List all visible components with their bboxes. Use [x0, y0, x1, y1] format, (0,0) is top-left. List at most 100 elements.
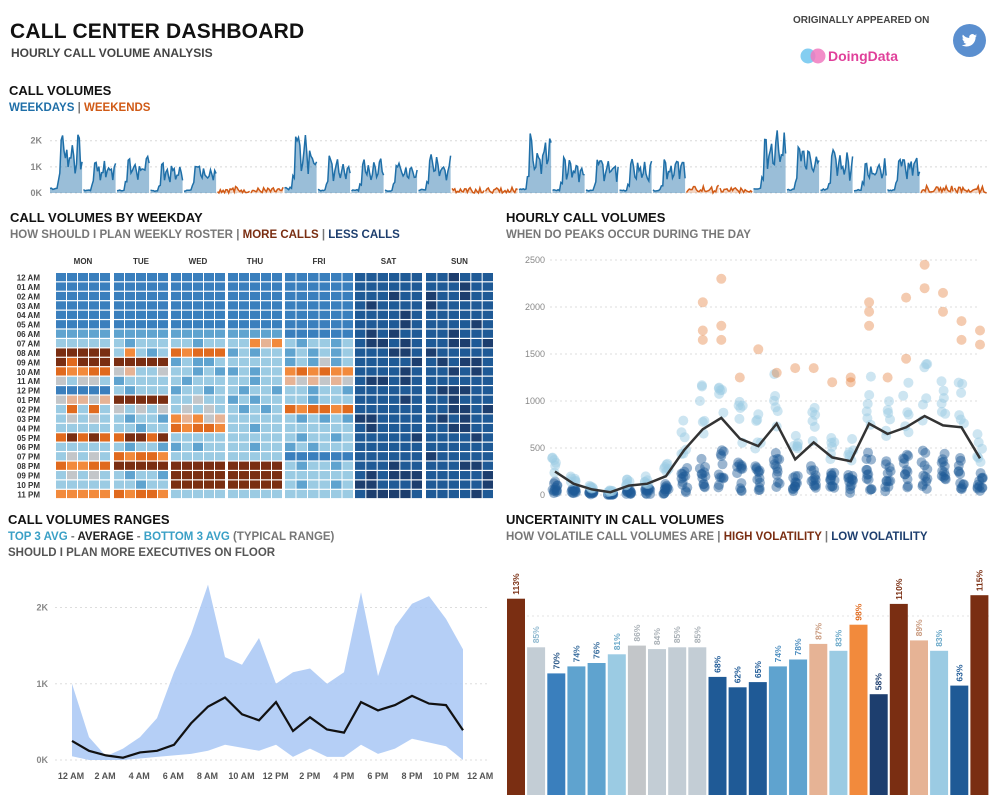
heatmap-cell: [285, 461, 296, 470]
heatmap-cell: [437, 395, 448, 404]
scatter-point: [569, 485, 580, 496]
ranges-x-tick: 8 PM: [401, 771, 422, 781]
heatmap-cell: [228, 395, 238, 404]
heatmap-cell: [471, 357, 482, 367]
heatmap-cell: [377, 480, 388, 489]
heatmap-cell: [136, 386, 146, 395]
heatmap-cell: [331, 423, 342, 433]
scatter-point: [862, 398, 873, 409]
heatmap-row-label: 09 PM: [17, 472, 40, 481]
scatter-point: [843, 449, 854, 460]
heatmap-cell: [471, 423, 482, 433]
heatmap-cell: [296, 301, 307, 310]
heatmap-cell: [331, 320, 342, 329]
heatmap-cell: [228, 339, 238, 348]
heatmap-cell: [89, 405, 99, 414]
uncertainty-bar-chart: 113% 85% 70% 74% 76% 81% 86% 84% 85% 85% 68% 62% 65%…: [507, 569, 990, 795]
heatmap-cell: [285, 357, 296, 367]
scatter-point: [552, 480, 563, 491]
scatter-point: [846, 480, 857, 491]
bottom3-legend[interactable]: BOTTOM 3 AVG: [143, 531, 230, 543]
heatmap-cell: [89, 310, 99, 319]
heatmap-cell: [261, 329, 271, 338]
average-legend[interactable]: AVERAGE: [77, 531, 134, 543]
heatmap-cell: [448, 395, 459, 404]
heatmap-cell: [296, 339, 307, 348]
heatmap-cell: [158, 442, 168, 451]
heatmap-cell: [193, 423, 203, 433]
heatmap-cell: [193, 348, 203, 357]
more-calls-legend[interactable]: MORE CALLS: [242, 229, 319, 241]
heatmap-cell: [460, 329, 471, 338]
top3-legend[interactable]: TOP 3 AVG: [8, 531, 68, 543]
scatter-point: [826, 468, 837, 479]
heatmap-cell: [250, 273, 260, 282]
weekdays-legend[interactable]: WEEKDAYS: [9, 102, 75, 114]
heatmap-cell: [67, 348, 77, 357]
heatmap-cell: [296, 273, 307, 282]
heatmap-cell: [125, 291, 135, 301]
heatmap-cell: [261, 291, 271, 301]
heatmap-cell: [261, 376, 271, 385]
scatter-point: [940, 474, 951, 485]
scatter-point: [771, 469, 782, 480]
heatmap-cell: [136, 348, 146, 357]
uncertainty-bar: [970, 595, 989, 795]
heatmap-cell: [389, 357, 400, 367]
uncertainty-bar-label: 74%: [571, 645, 581, 662]
timeline-day-line: [853, 158, 887, 192]
heatmap-cell: [171, 471, 181, 480]
heatmap-cell: [460, 367, 471, 376]
heatmap-cell: [261, 282, 271, 291]
heatmap-cell: [125, 348, 135, 357]
doingdata-brand[interactable]: DoingData: [828, 48, 898, 64]
high-volatility-legend[interactable]: HIGH VOLATILITY: [723, 531, 822, 543]
scatter-point: [788, 486, 799, 497]
scatter-point: [678, 415, 689, 426]
heatmap-cell: [460, 414, 471, 423]
scatter-point: [937, 454, 948, 465]
heatmap-cell: [182, 291, 192, 301]
scatter-point: [809, 481, 820, 492]
heatmap-cell: [215, 461, 225, 470]
heatmap-cell: [400, 273, 411, 282]
heatmap-cell: [331, 414, 342, 423]
heatmap-cell: [426, 423, 437, 433]
heatmap-cell: [239, 433, 249, 442]
heatmap-cell: [147, 310, 157, 319]
ranges-x-tick: 4 AM: [129, 771, 150, 781]
heatmap-cell: [215, 489, 225, 499]
heatmap-cell: [331, 273, 342, 282]
heatmap-cell: [215, 367, 225, 376]
scatter-point: [752, 414, 763, 425]
scatter-point: [698, 479, 709, 489]
heatmap-cell: [250, 489, 260, 499]
heatmap-cell: [182, 405, 192, 414]
scatter-y-tick: 2000: [525, 302, 545, 312]
scatter-point: [920, 471, 931, 482]
scatter-point: [880, 482, 891, 492]
scatter-point: [734, 459, 745, 470]
heatmap-cell: [56, 291, 66, 301]
heatmap-cell: [377, 320, 388, 329]
scatter-point: [736, 486, 747, 497]
heatmap-cell: [471, 471, 482, 480]
heatmap-cell: [460, 442, 471, 451]
heatmap-cell: [147, 357, 157, 367]
heatmap-cell: [460, 376, 471, 385]
heatmap-cell: [67, 301, 77, 310]
heatmap-cell: [100, 461, 110, 470]
less-calls-legend[interactable]: LESS CALLS: [328, 229, 400, 241]
heatmap-cell: [250, 282, 260, 291]
heatmap-cell: [239, 386, 249, 395]
twitter-icon[interactable]: [953, 24, 986, 57]
heatmap-cell: [331, 310, 342, 319]
heatmap-cell: [147, 433, 157, 442]
heatmap-cell: [193, 452, 203, 461]
weekends-legend[interactable]: WEEKENDS: [84, 102, 151, 114]
timeline-day-area: [787, 147, 820, 193]
heatmap-cell: [285, 301, 296, 310]
heatmap-cell: [426, 452, 437, 461]
low-volatility-legend[interactable]: LOW VOLATILITY: [831, 531, 928, 543]
heatmap-cell: [182, 395, 192, 404]
